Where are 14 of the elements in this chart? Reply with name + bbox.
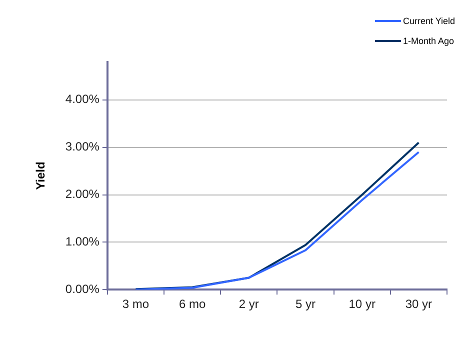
x-tick-label: 5 yr [296, 297, 316, 312]
legend-label: 1-Month Ago [402, 36, 454, 46]
x-tick-label: 6 mo [178, 297, 206, 312]
y-tick-label: 1.00% [65, 234, 100, 248]
x-tick-label: 3 mo [122, 297, 150, 312]
x-tick-label: 10 yr [348, 297, 376, 312]
y-tick-label: 2.00% [65, 187, 100, 202]
x-tick-label: 30 yr [405, 297, 432, 312]
y-tick-label: 0.00% [65, 282, 100, 296]
y-tick-label: 4.00% [65, 92, 100, 106]
legend-label: Current Yield [402, 16, 455, 26]
y-axis-title: Yield [34, 162, 48, 190]
x-tick-label: 2 yr [238, 297, 259, 312]
y-tick-label: 3.00% [65, 140, 100, 154]
